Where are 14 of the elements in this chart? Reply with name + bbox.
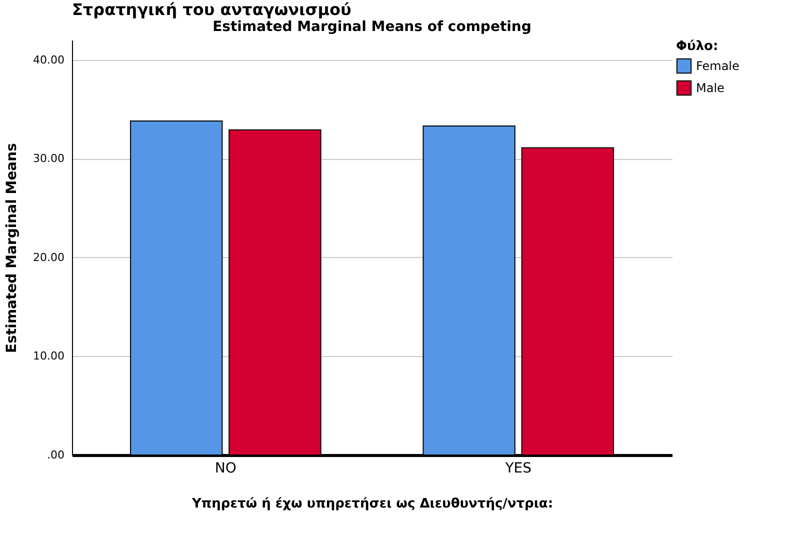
legend-label: Female	[696, 59, 740, 73]
chart-subtitle: Estimated Marginal Means of competing	[212, 19, 532, 35]
y-axis-title: Estimated Marginal Means	[4, 143, 20, 353]
y-tick-label: 10.00	[33, 350, 64, 363]
legend-title: Φύλο:	[676, 39, 718, 54]
y-tick-label: 30.00	[33, 152, 64, 166]
x-tick-label: NO	[214, 460, 236, 476]
x-tick-label: YES	[504, 460, 532, 476]
y-tick-label: 20.00	[33, 250, 64, 264]
chart-title: Στρατηγική του ανταγωνισμού	[72, 0, 352, 19]
y-tick-label: .00	[47, 448, 64, 462]
legend-label: Male	[696, 81, 724, 95]
x-axis-title: Υπηρετώ ή έχω υπηρετήσει ως Διευθυντής/ντρια:	[190, 496, 554, 512]
y-tick-label: 40.00	[33, 53, 64, 66]
